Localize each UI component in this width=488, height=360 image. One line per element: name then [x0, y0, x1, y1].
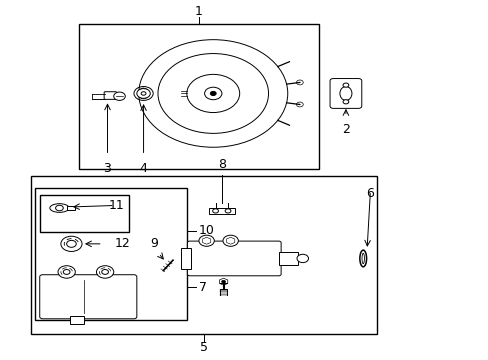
Circle shape [56, 205, 63, 211]
Circle shape [96, 266, 114, 278]
Ellipse shape [50, 204, 69, 212]
Ellipse shape [359, 250, 366, 267]
Circle shape [114, 92, 125, 100]
Bar [66, 206, 75, 210]
Text: 5: 5 [199, 341, 207, 355]
Text: 3: 3 [103, 162, 111, 175]
Circle shape [58, 266, 75, 278]
Bar [278, 252, 297, 265]
Text: 12: 12 [115, 237, 130, 250]
Circle shape [221, 280, 225, 283]
Bar [40, 195, 129, 232]
Circle shape [63, 270, 70, 274]
Circle shape [343, 83, 348, 87]
Circle shape [296, 102, 303, 107]
Text: 2: 2 [341, 123, 349, 136]
Circle shape [102, 270, 108, 274]
Bar [79, 23, 318, 169]
Circle shape [210, 91, 216, 95]
Circle shape [223, 235, 238, 246]
Circle shape [224, 209, 230, 213]
FancyBboxPatch shape [329, 78, 361, 108]
Text: 10: 10 [199, 224, 214, 237]
Circle shape [199, 235, 214, 246]
Ellipse shape [339, 86, 351, 100]
Polygon shape [219, 278, 227, 285]
Circle shape [61, 236, 82, 252]
Circle shape [343, 100, 348, 104]
Circle shape [158, 54, 268, 133]
Text: 9: 9 [149, 237, 157, 250]
Circle shape [66, 240, 76, 247]
Bar [181, 248, 190, 269]
FancyBboxPatch shape [104, 92, 117, 99]
Circle shape [141, 92, 145, 95]
Circle shape [212, 209, 218, 213]
Circle shape [137, 89, 150, 98]
Bar [208, 208, 235, 214]
Text: 1: 1 [195, 5, 203, 18]
Polygon shape [226, 237, 234, 244]
Bar [70, 316, 83, 324]
Text: 6: 6 [366, 186, 374, 199]
Circle shape [296, 254, 308, 262]
FancyBboxPatch shape [40, 275, 137, 319]
Bar [35, 188, 186, 320]
Circle shape [203, 238, 209, 243]
Bar [31, 176, 376, 334]
Text: 4: 4 [140, 162, 147, 175]
FancyBboxPatch shape [187, 241, 281, 276]
Text: 7: 7 [199, 281, 206, 294]
Circle shape [204, 87, 222, 100]
Text: 8: 8 [217, 158, 225, 171]
Circle shape [296, 80, 303, 85]
Circle shape [227, 238, 234, 243]
Circle shape [186, 75, 239, 113]
Circle shape [139, 40, 287, 147]
Text: 11: 11 [108, 199, 124, 212]
Ellipse shape [361, 253, 364, 264]
Polygon shape [202, 237, 210, 244]
